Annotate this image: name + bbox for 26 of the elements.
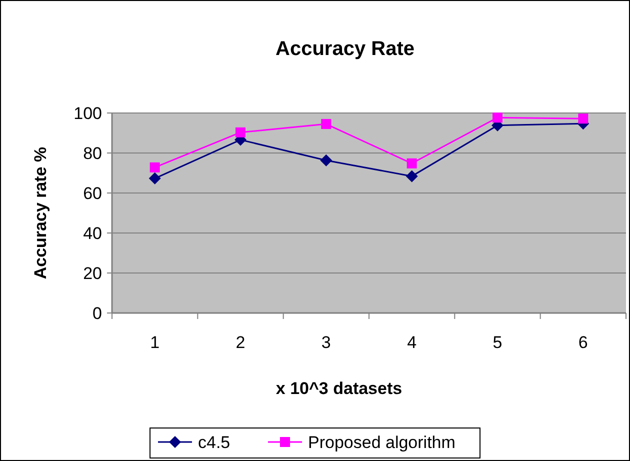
point [492,112,502,123]
point [578,114,588,124]
x-tick-label: 5 [492,333,502,352]
legend-label: Proposed algorithm [308,432,456,452]
point [320,154,332,166]
y-tick-label: 40 [83,224,102,243]
point [406,158,417,168]
x-tick-label: 4 [407,333,417,352]
y-tick-label: 100 [74,104,102,123]
point [150,162,160,172]
point [148,172,161,184]
point [406,170,418,182]
y-tick-label: 80 [83,144,102,163]
x-tick-label: 2 [236,333,246,352]
point [236,127,246,138]
y-tick-label: 20 [83,264,102,283]
chart-title: Accuracy Rate [276,38,414,60]
x-tick-label: 6 [578,333,588,352]
y-axis-title: Accuracy rate % [31,146,50,280]
point [321,119,332,129]
x-tick-label: 3 [321,333,331,352]
x-tick-label: 1 [150,333,160,352]
legend-label: c4.5 [198,432,230,452]
x-axis-title: x 10^3 datasets [276,379,402,398]
y-tick-label: 60 [83,184,102,203]
y-tick-label: 0 [92,304,102,323]
